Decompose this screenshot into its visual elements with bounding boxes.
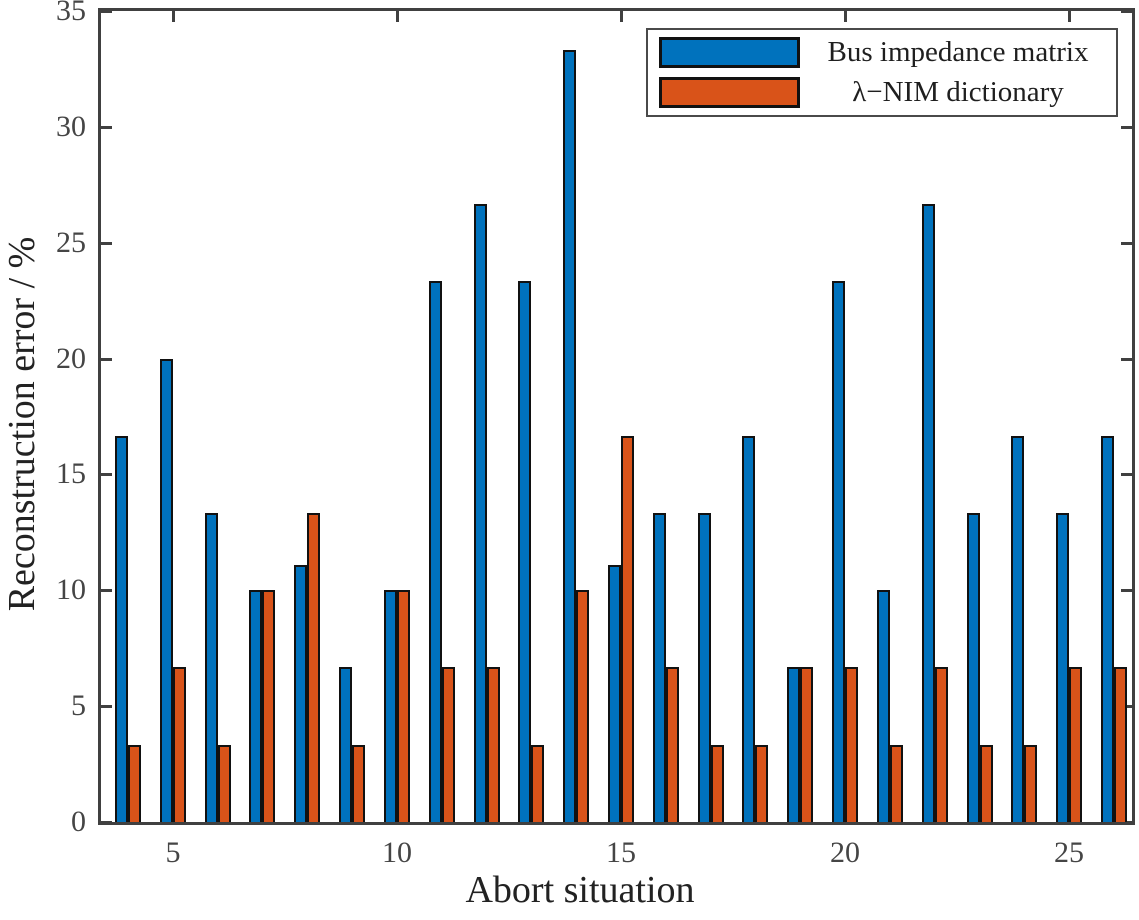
x-tick-mark xyxy=(620,11,623,22)
legend-label-lambda-nim-dictionary: λ−NIM dictionary xyxy=(852,76,1064,108)
bar-nim-dictionary xyxy=(845,667,858,822)
legend: Bus impedance matrix λ−NIM dictionary xyxy=(646,28,1118,117)
y-tick-mark xyxy=(101,589,112,592)
bar-bus-impedance-matrix xyxy=(832,281,845,822)
bar-nim-dictionary xyxy=(800,667,813,822)
legend-item-lambda-nim-dictionary: λ−NIM dictionary xyxy=(648,77,1116,108)
bar-bus-impedance-matrix xyxy=(1056,513,1069,822)
y-tick-mark xyxy=(1121,589,1132,592)
x-axis-label: Abort situation xyxy=(465,869,695,911)
bar-nim-dictionary xyxy=(487,667,500,822)
bar-nim-dictionary xyxy=(711,745,724,822)
bar-nim-dictionary xyxy=(666,667,679,822)
bar-bus-impedance-matrix xyxy=(339,667,352,822)
bar-bus-impedance-matrix xyxy=(249,590,262,822)
x-tick-mark xyxy=(844,11,847,22)
bar-nim-dictionary xyxy=(531,745,544,822)
bar-nim-dictionary xyxy=(1024,745,1037,822)
y-tick-mark xyxy=(1121,821,1132,824)
y-tick-label: 10 xyxy=(56,573,86,606)
bar-nim-dictionary xyxy=(935,667,948,822)
legend-label-bus-impedance-matrix: Bus impedance matrix xyxy=(827,36,1089,68)
x-tick-label: 20 xyxy=(830,836,860,869)
legend-swatch-blue xyxy=(659,37,800,68)
y-tick-mark xyxy=(101,473,112,476)
bar-nim-dictionary xyxy=(980,745,993,822)
y-tick-label: 5 xyxy=(71,689,86,722)
x-tick-mark xyxy=(172,11,175,22)
bar-nim-dictionary xyxy=(352,745,365,822)
legend-swatch-orange xyxy=(659,77,800,108)
bar-bus-impedance-matrix xyxy=(115,436,128,822)
y-tick-label: 30 xyxy=(56,110,86,143)
y-tick-label: 25 xyxy=(56,226,86,259)
bar-nim-dictionary xyxy=(262,590,275,822)
bar-bus-impedance-matrix xyxy=(429,281,442,822)
bar-bus-impedance-matrix xyxy=(653,513,666,822)
y-tick-mark xyxy=(101,10,112,13)
y-tick-mark xyxy=(1121,126,1132,129)
bar-bus-impedance-matrix xyxy=(474,204,487,822)
bar-bus-impedance-matrix xyxy=(1011,436,1024,822)
bar-bus-impedance-matrix xyxy=(160,359,173,822)
plot-area xyxy=(98,8,1135,825)
bar-bus-impedance-matrix xyxy=(384,590,397,822)
y-tick-mark xyxy=(101,705,112,708)
bar-nim-dictionary xyxy=(576,590,589,822)
bar-bus-impedance-matrix xyxy=(742,436,755,822)
y-tick-mark xyxy=(1121,358,1132,361)
y-tick-mark xyxy=(1121,473,1132,476)
bar-bus-impedance-matrix xyxy=(608,565,621,822)
bar-nim-dictionary xyxy=(128,745,141,822)
bar-nim-dictionary xyxy=(173,667,186,822)
y-tick-label: 0 xyxy=(71,805,86,838)
y-tick-mark xyxy=(101,358,112,361)
bar-bus-impedance-matrix xyxy=(294,565,307,822)
bar-nim-dictionary xyxy=(1114,667,1127,822)
bar-bus-impedance-matrix xyxy=(563,50,576,822)
x-tick-mark xyxy=(1068,11,1071,22)
bar-nim-dictionary xyxy=(621,436,634,822)
bar-bus-impedance-matrix xyxy=(205,513,218,822)
bar-nim-dictionary xyxy=(1069,667,1082,822)
bar-nim-dictionary xyxy=(755,745,768,822)
x-tick-mark xyxy=(396,11,399,22)
y-tick-mark xyxy=(101,126,112,129)
bar-bus-impedance-matrix xyxy=(518,281,531,822)
y-tick-mark xyxy=(1121,242,1132,245)
y-axis-label: Reconstruction error / % xyxy=(1,236,43,612)
x-tick-label: 5 xyxy=(165,836,181,869)
y-tick-mark xyxy=(101,821,112,824)
bar-nim-dictionary xyxy=(307,513,320,822)
y-tick-label: 35 xyxy=(56,0,86,27)
x-tick-label: 25 xyxy=(1054,836,1084,869)
x-tick-label: 10 xyxy=(382,836,412,869)
bar-bus-impedance-matrix xyxy=(787,667,800,822)
y-tick-label: 15 xyxy=(56,457,86,490)
bar-nim-dictionary xyxy=(218,745,231,822)
legend-item-bus-impedance-matrix: Bus impedance matrix xyxy=(648,37,1116,68)
bar-bus-impedance-matrix xyxy=(1101,436,1114,822)
bar-nim-dictionary xyxy=(442,667,455,822)
bar-bus-impedance-matrix xyxy=(698,513,711,822)
bar-nim-dictionary xyxy=(397,590,410,822)
y-tick-label: 20 xyxy=(56,342,86,375)
y-tick-mark xyxy=(101,242,112,245)
y-tick-mark xyxy=(1121,10,1132,13)
bar-bus-impedance-matrix xyxy=(877,590,890,822)
bar-nim-dictionary xyxy=(890,745,903,822)
bar-bus-impedance-matrix xyxy=(967,513,980,822)
bar-bus-impedance-matrix xyxy=(922,204,935,822)
x-tick-label: 15 xyxy=(606,836,636,869)
